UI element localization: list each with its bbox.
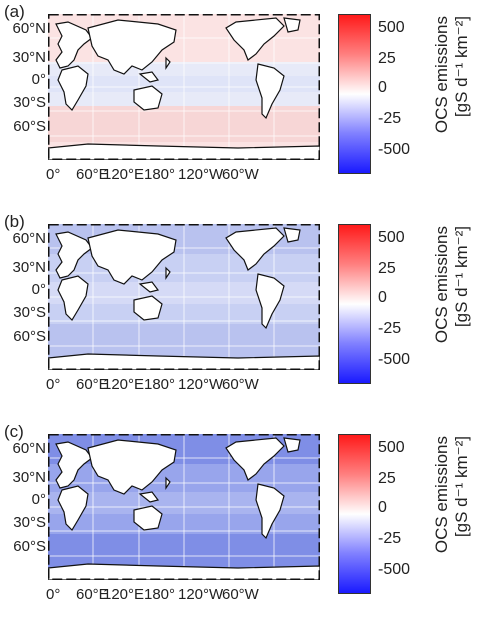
- lat-label: 30°S: [13, 94, 46, 111]
- map-panel-2: (b) 60°N 30°N 0° 30°S 60°S 0° 60°E 120°E 180° 12…: [0, 210, 500, 415]
- colorbar-tick: 0: [378, 289, 387, 306]
- world-map: [48, 224, 320, 370]
- colorbar-tick: -500: [378, 351, 411, 368]
- colorbar-tick: 25: [378, 50, 396, 67]
- coastline: [165, 266, 171, 280]
- coastline: [225, 17, 285, 61]
- lat-label: 60°N: [12, 230, 46, 247]
- lon-label: 0°: [46, 376, 61, 393]
- coastline: [138, 71, 160, 83]
- coastline: [165, 56, 171, 70]
- coastline: [57, 485, 89, 531]
- lat-label: 30°S: [13, 304, 46, 321]
- world-map: [48, 14, 320, 160]
- coastline: [133, 505, 163, 531]
- lat-label: 30°N: [12, 469, 46, 486]
- colorbar: [338, 434, 371, 594]
- colorbar-tick: 500: [378, 439, 405, 456]
- lon-label: 60°E: [76, 376, 109, 393]
- lon-label: 180°: [144, 166, 176, 183]
- coastline: [255, 63, 285, 120]
- coastline: [255, 483, 285, 540]
- colorbar-label: OCS emissions [gS d⁻¹ km⁻²]: [432, 436, 471, 596]
- colorbar-label: OCS emissions [gS d⁻¹ km⁻²]: [432, 16, 471, 176]
- coastline: [55, 231, 93, 279]
- colorbar: [338, 14, 371, 174]
- lon-label: 60°W: [222, 376, 259, 393]
- map-panel-1: (a) 60°N 30°N 0° 30°S 60°S 0° 60°E 120°E 180° 12…: [0, 0, 500, 205]
- colorbar-tick: -25: [378, 530, 402, 547]
- colorbar-tick: 500: [378, 19, 405, 36]
- colorbar-unit: [gS d⁻¹ km⁻²]: [452, 226, 471, 327]
- lat-label: 60°N: [12, 440, 46, 457]
- lat-label: 30°S: [13, 514, 46, 531]
- lat-label: 30°N: [12, 49, 46, 66]
- coastline: [225, 437, 285, 481]
- lon-label: 120°W: [178, 586, 224, 603]
- coastline: [87, 19, 177, 75]
- world-map: [48, 434, 320, 580]
- coastline: [48, 353, 320, 370]
- lat-label: 60°S: [13, 118, 46, 135]
- coastline: [133, 295, 163, 321]
- lon-label: 180°: [144, 376, 176, 393]
- colorbar: [338, 224, 371, 384]
- lon-label: 60°E: [76, 166, 109, 183]
- lon-label: 120°W: [178, 376, 224, 393]
- map-panel-3: (c) 60°N 30°N 0° 30°S 60°S 0° 60°E 120°E 180° 12…: [0, 420, 500, 625]
- coastline: [225, 227, 285, 271]
- lon-label: 60°E: [76, 586, 109, 603]
- colorbar-tick: 25: [378, 260, 396, 277]
- colorbar-tick: 25: [378, 470, 396, 487]
- lon-label: 60°W: [222, 586, 259, 603]
- lon-label: 0°: [46, 166, 61, 183]
- lon-label: 120°E: [103, 166, 145, 183]
- lat-label: 0°: [31, 71, 46, 88]
- coastline: [57, 65, 89, 111]
- lat-label: 30°N: [12, 259, 46, 276]
- panel-label: (c): [4, 422, 24, 441]
- colorbar-label: OCS emissions [gS d⁻¹ km⁻²]: [432, 226, 471, 386]
- coastline: [87, 439, 177, 495]
- coastline: [283, 17, 301, 33]
- colorbar-tick: -25: [378, 320, 402, 337]
- lon-label: 120°E: [103, 586, 145, 603]
- colorbar-tick: 0: [378, 499, 387, 516]
- coastline: [55, 21, 93, 69]
- lat-label: 0°: [31, 491, 46, 508]
- colorbar-title: OCS emissions: [432, 436, 451, 553]
- lat-label: 60°S: [13, 538, 46, 555]
- colorbar-unit: [gS d⁻¹ km⁻²]: [452, 16, 471, 117]
- coastline: [283, 437, 301, 453]
- lon-label: 120°W: [178, 166, 224, 183]
- lon-label: 60°W: [222, 166, 259, 183]
- coastline: [283, 227, 301, 243]
- colorbar-title: OCS emissions: [432, 16, 451, 133]
- lon-label: 180°: [144, 586, 176, 603]
- coastline: [48, 143, 320, 160]
- coastline: [48, 563, 320, 580]
- lat-label: 60°N: [12, 20, 46, 37]
- coastline: [138, 281, 160, 293]
- colorbar-tick: -500: [378, 141, 411, 158]
- colorbar-tick: 500: [378, 229, 405, 246]
- colorbar-tick: 0: [378, 79, 387, 96]
- coastline: [133, 85, 163, 111]
- colorbar-unit: [gS d⁻¹ km⁻²]: [452, 436, 471, 537]
- lat-label: 0°: [31, 281, 46, 298]
- colorbar-tick: -25: [378, 110, 402, 127]
- lon-label: 0°: [46, 586, 61, 603]
- panel-label: (a): [4, 2, 25, 21]
- lat-label: 60°S: [13, 328, 46, 345]
- panel-label: (b): [4, 212, 25, 231]
- coastline: [138, 491, 160, 503]
- coastline: [255, 273, 285, 330]
- coastline: [165, 476, 171, 490]
- lon-label: 120°E: [103, 376, 145, 393]
- coastline: [87, 229, 177, 285]
- colorbar-tick: -500: [378, 561, 411, 578]
- coastline: [57, 275, 89, 321]
- colorbar-title: OCS emissions: [432, 226, 451, 343]
- coastline: [55, 441, 93, 489]
